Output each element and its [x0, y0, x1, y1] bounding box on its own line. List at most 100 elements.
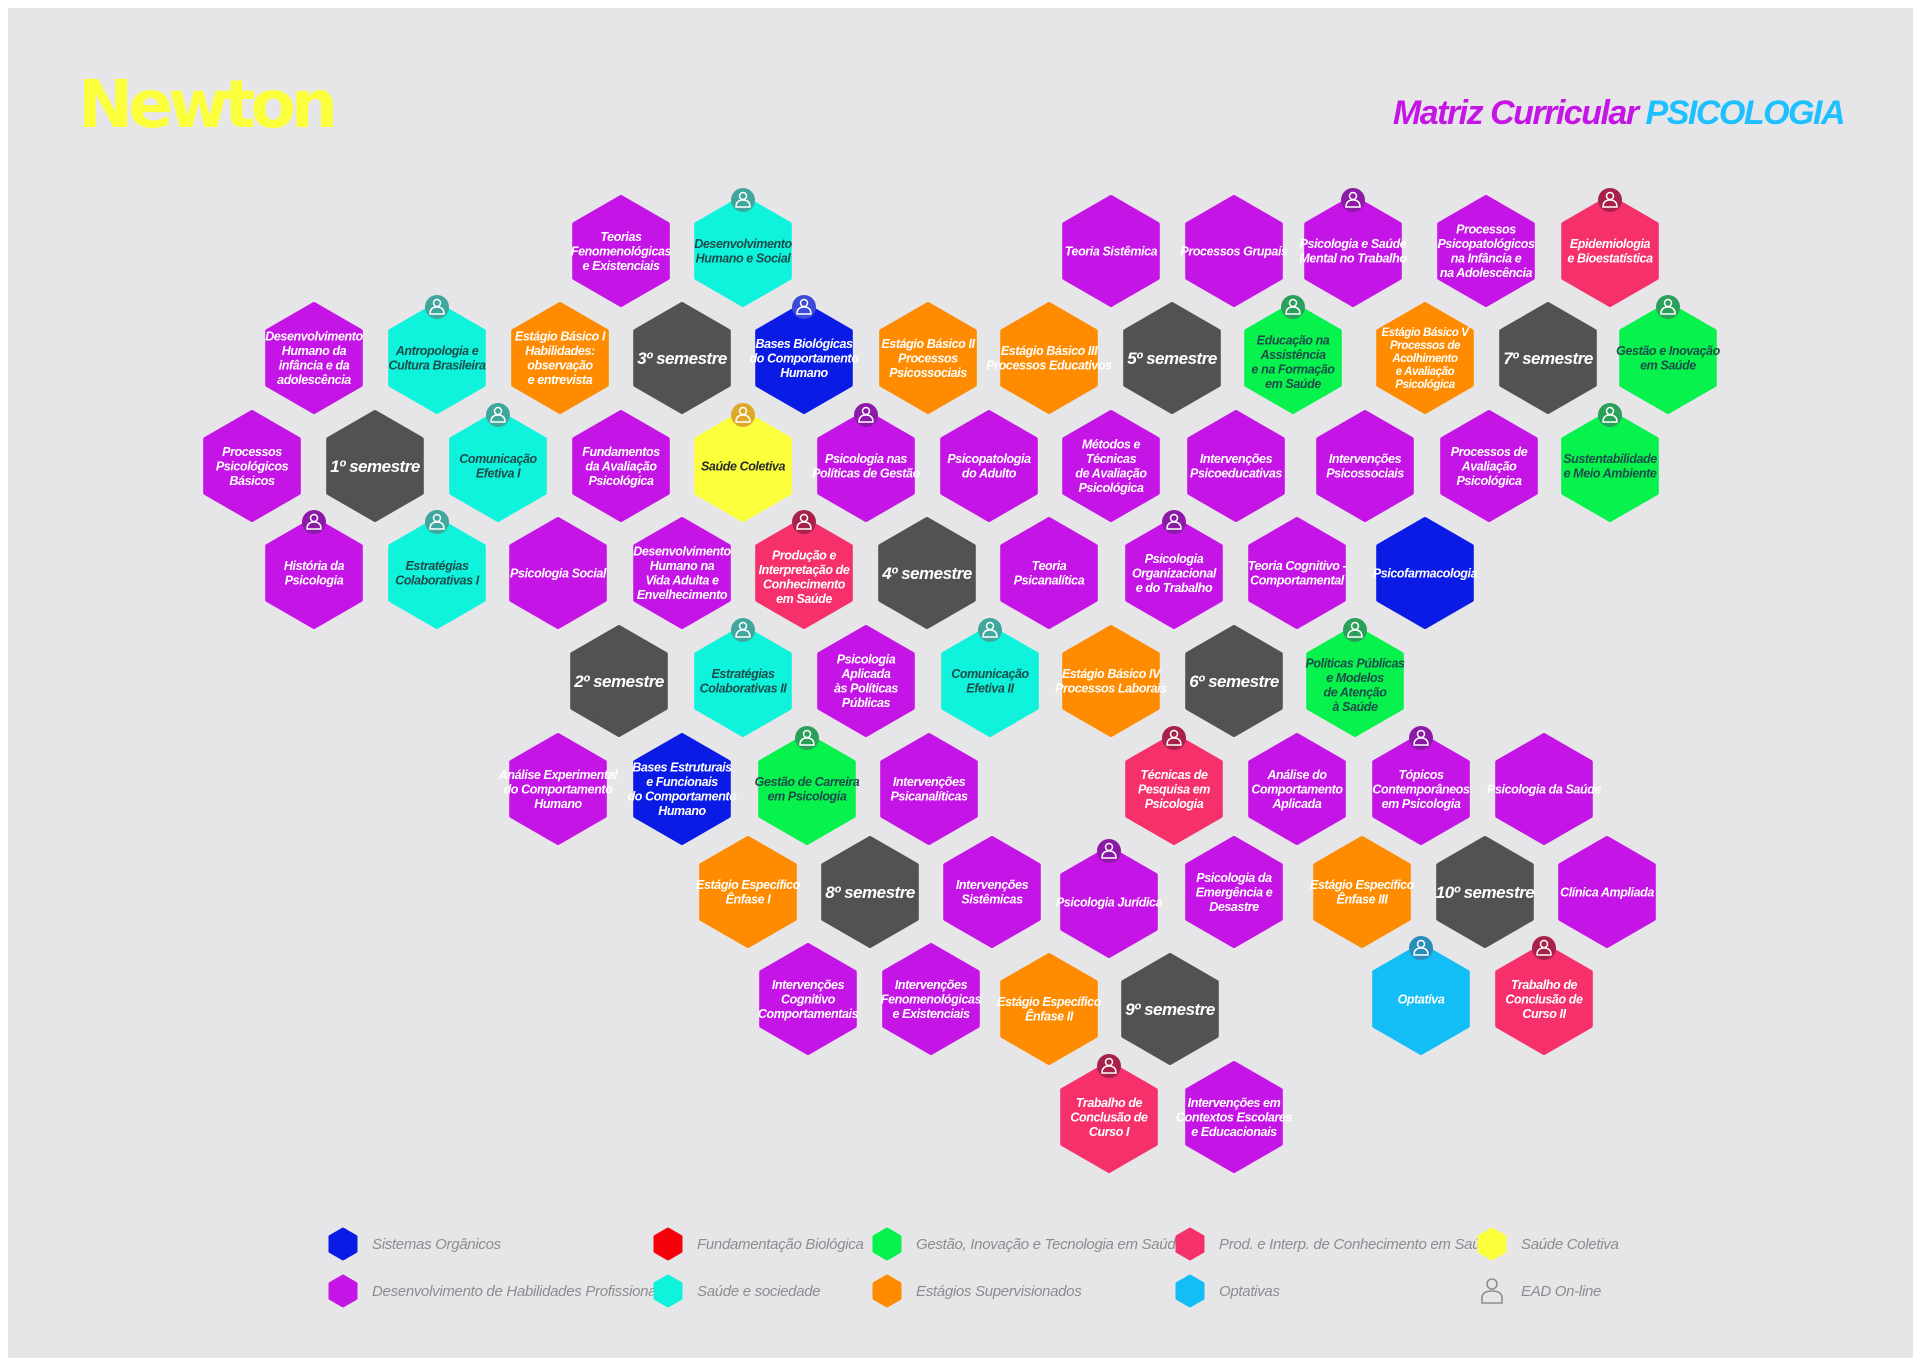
course-label: Psicologia Social	[510, 566, 607, 580]
course-label: Assistência	[1259, 348, 1326, 362]
course-hexagon-teoria-cognitivo-comportamental: Teoria Cognitivo -Comportamental	[1248, 517, 1347, 629]
course-label: Envelhecimento	[637, 588, 728, 602]
online-person-icon	[1097, 1054, 1121, 1078]
hexagon-shape	[1125, 517, 1223, 629]
course-label: e Bioestatística	[1567, 252, 1653, 266]
course-label: Humano da	[282, 344, 347, 358]
course-label: Optativa	[1398, 992, 1445, 1006]
course-label: Psicologia da Saúde	[1487, 782, 1601, 796]
hexagon-shape	[821, 836, 919, 948]
course-label: Ênfase I	[726, 892, 772, 907]
course-label: Intervenções em	[1188, 1096, 1281, 1110]
hexagon-shape	[758, 733, 856, 845]
course-label: Psicologia e Saúde	[1300, 237, 1407, 251]
hexagon-shape	[1244, 302, 1342, 414]
course-label: da Avaliação	[585, 459, 657, 473]
course-label: em Saúde	[776, 592, 832, 606]
legend-hexagon-icon	[872, 1227, 902, 1261]
course-label: Efetiva I	[476, 467, 521, 481]
course-label: Humano	[658, 804, 706, 818]
course-label: e Avaliação	[1396, 366, 1455, 378]
legend-label: Fundamentação Biológica	[697, 1235, 864, 1253]
legend-item-estagios-supervisionados: Estágios Supervisionados	[870, 1274, 1082, 1308]
course-label: Fenomenológicas	[881, 992, 982, 1006]
legend-item-saude-e-sociedade: Saúde e sociedade	[651, 1274, 821, 1308]
hexagon-shape	[203, 410, 301, 522]
course-label: Intervenções	[956, 878, 1029, 892]
course-label: Desenvolvimento	[633, 545, 731, 559]
course-label: Acolhimento	[1391, 353, 1458, 365]
course-hexagon-psicologia-da-saude: Psicologia da Saúde	[1487, 733, 1602, 845]
course-label: infância e da	[279, 359, 350, 373]
hexagon-shape	[449, 410, 547, 522]
course-label: Intervenções	[1200, 452, 1273, 466]
course-label: Humano na	[650, 559, 715, 573]
hexagon-shape	[1437, 195, 1535, 307]
course-label: em Saúde	[1640, 359, 1696, 373]
hexagon-shape	[1499, 302, 1597, 414]
hexagon-shape	[633, 302, 731, 414]
course-label: à Saúde	[1332, 700, 1378, 714]
semester-label: 1º semestre	[330, 457, 420, 476]
hexagon-shape	[1436, 836, 1534, 948]
course-label: Desastre	[1209, 900, 1259, 914]
course-label: Psicologia	[1145, 552, 1204, 566]
hexagon-shape	[388, 302, 486, 414]
hexagon-shape	[265, 302, 363, 414]
online-person-icon	[731, 188, 755, 212]
course-label: Psicológica	[1395, 379, 1456, 391]
course-label: Psicologia nas	[825, 452, 907, 466]
online-person-icon	[1341, 188, 1365, 212]
course-label: Fundamentos	[582, 445, 660, 459]
course-label: em Psicologia	[1382, 797, 1461, 811]
semester-label: 6º semestre	[1189, 672, 1279, 691]
course-label: Comportamento	[1251, 782, 1343, 796]
hexagon-shape	[1062, 195, 1160, 307]
course-label: Clínica Ampliada	[1560, 885, 1654, 899]
online-person-icon	[425, 510, 449, 534]
semester-hexagon: 6º semestre	[1185, 625, 1283, 737]
course-label: Emergência e	[1196, 885, 1273, 899]
course-label: Estágio Básico V	[1382, 327, 1471, 339]
course-label: às Políticas	[834, 682, 898, 696]
course-label: Políticas de Gestão	[812, 467, 920, 481]
course-label: Psicológica	[588, 474, 654, 488]
legend-item-ead-on-line: EAD On-line	[1475, 1274, 1601, 1308]
hexagon-shape	[1495, 733, 1593, 845]
course-label: e Existenciais	[582, 259, 660, 273]
hexagon-shape	[1060, 1061, 1158, 1173]
online-person-icon	[731, 618, 755, 642]
hexagon-shape	[633, 517, 731, 629]
course-label: História da	[284, 559, 345, 573]
course-label: Mental no Trabalho	[1299, 252, 1407, 266]
course-label: Sistêmicas	[961, 893, 1023, 907]
course-hexagon-psicologia-social: Psicologia Social	[509, 517, 607, 629]
course-label: Psicanalíticas	[890, 790, 968, 804]
semester-hexagon: 8º semestre	[821, 836, 919, 948]
course-label: Bases Estruturais	[632, 761, 732, 775]
course-label: na Infância e	[1451, 252, 1522, 266]
online-person-icon	[731, 403, 755, 427]
course-label: Aplicada	[841, 667, 891, 681]
course-label: Habilidades:	[525, 344, 595, 358]
hexagon-shape	[817, 410, 915, 522]
course-label: Estágio Específico	[1310, 878, 1415, 892]
course-label: Psicológica	[1456, 474, 1522, 488]
hexagon-shape	[509, 517, 607, 629]
online-person-icon	[792, 510, 816, 534]
course-label: Psicológica	[1078, 481, 1144, 495]
course-label: Desenvolvimento	[694, 237, 792, 251]
course-label: Conclusão de	[1505, 992, 1583, 1006]
semester-label: 7º semestre	[1503, 349, 1593, 368]
course-label: Antropologia e	[395, 344, 479, 358]
legend-label: Optativas	[1219, 1282, 1280, 1300]
hexagon-shape	[1000, 302, 1098, 414]
